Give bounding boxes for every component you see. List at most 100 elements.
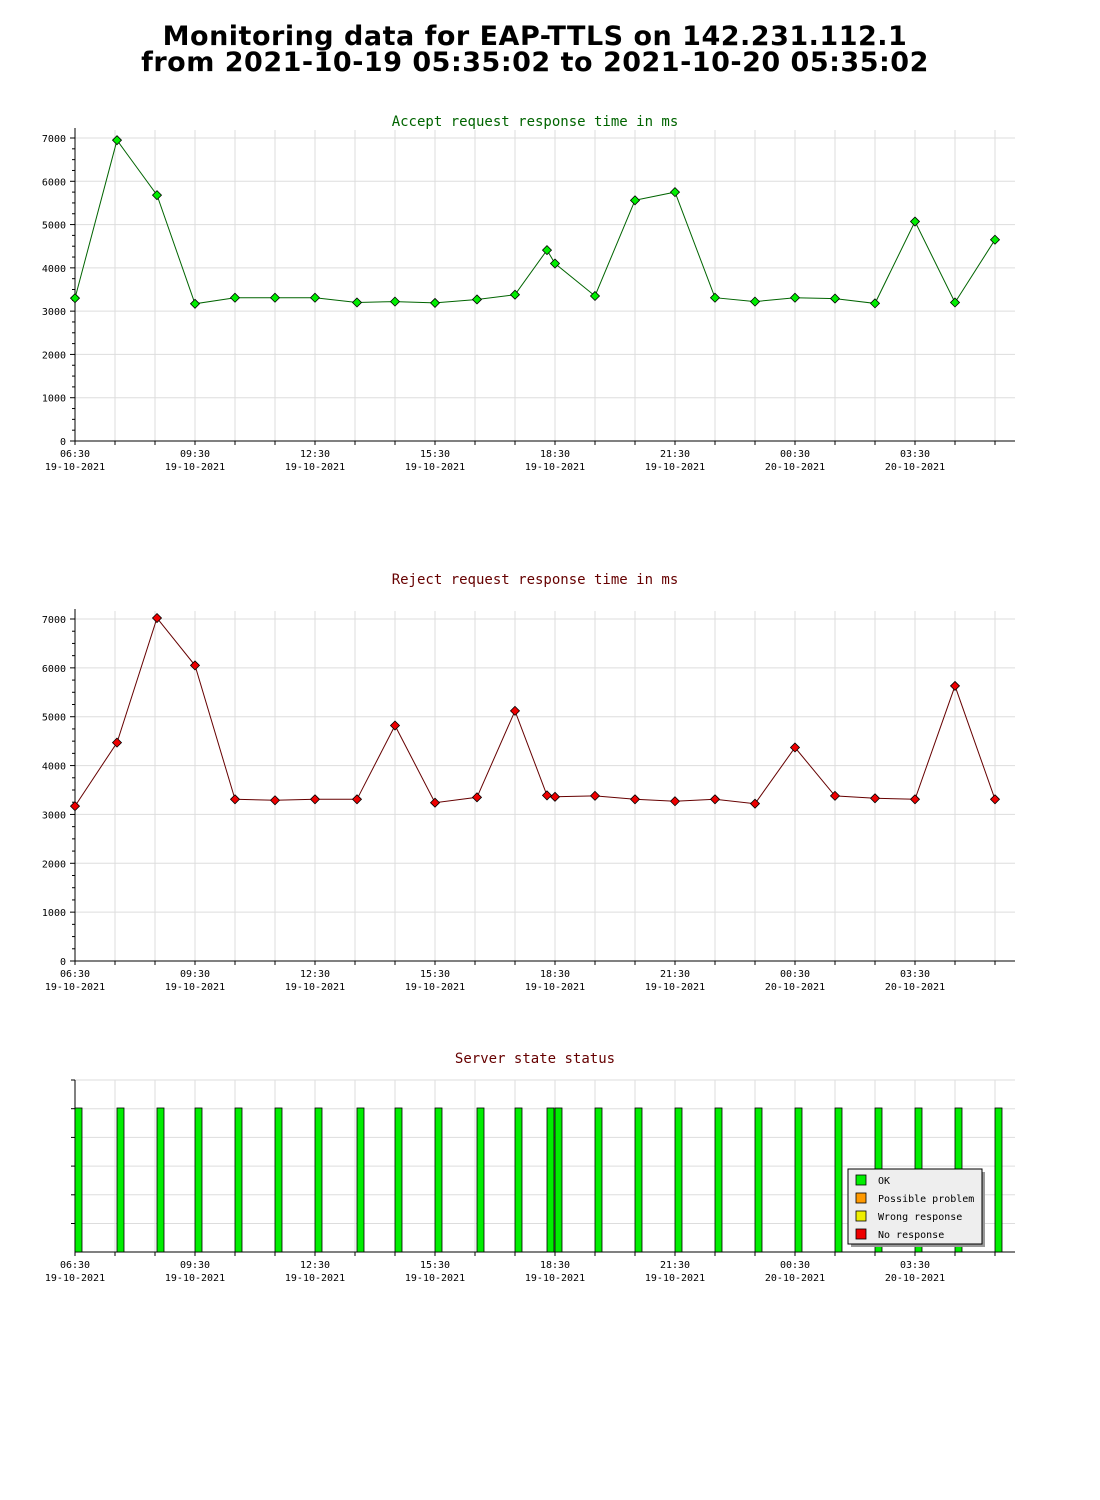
reject-data-point: [789, 742, 801, 753]
accept-y-tick-label: 7000: [42, 134, 66, 145]
reject-y-tick-label: 2000: [42, 859, 66, 870]
status-bar: [234, 1107, 243, 1253]
accept-x-tick-date: 19-10-2021: [645, 462, 705, 473]
accept-x-tick-date: 19-10-2021: [45, 462, 105, 473]
reject-y-tick-label: 5000: [42, 713, 66, 724]
reject-data-point: [709, 794, 721, 805]
reject-x-tick-date: 19-10-2021: [45, 982, 105, 993]
reject-data-point: [351, 794, 363, 805]
accept-data-point: [69, 293, 81, 304]
reject-x-tick-date: 20-10-2021: [885, 982, 945, 993]
status-x-tick-date: 19-10-2021: [525, 1273, 585, 1284]
status-bar: [156, 1107, 165, 1253]
accept-data-point: [389, 296, 401, 307]
reject-data-point: [989, 794, 1001, 805]
status-bar: [554, 1107, 563, 1253]
status-bar: [356, 1107, 365, 1253]
reject-x-tick-time: 15:30: [420, 969, 450, 980]
accept-y-tick-label: 5000: [42, 221, 66, 232]
accept-data-point: [151, 190, 163, 201]
reject-data-point: [269, 795, 281, 806]
reject-x-tick-time: 06:30: [60, 969, 90, 980]
accept-data-point: [629, 195, 641, 206]
reject-y-tick-label: 4000: [42, 762, 66, 773]
status-bar: [834, 1107, 843, 1253]
accept-y-tick-label: 1000: [42, 394, 66, 405]
accept-y-tick-label: 4000: [42, 264, 66, 275]
legend-label: OK: [878, 1176, 890, 1187]
accept-y-tick-label: 6000: [42, 177, 66, 188]
reject-y-tick-label: 3000: [42, 810, 66, 821]
accept-data-point: [509, 289, 521, 300]
reject-data-point: [949, 680, 961, 691]
reject-x-tick-time: 12:30: [300, 969, 330, 980]
status-bar: [194, 1107, 203, 1253]
reject-data-point: [589, 790, 601, 801]
reject-data-point: [189, 660, 201, 671]
accept-data-point: [229, 292, 241, 303]
status-bar: [274, 1107, 283, 1253]
reject-x-tick-time: 03:30: [900, 969, 930, 980]
status-x-tick-date: 20-10-2021: [765, 1273, 825, 1284]
accept-data-point: [709, 292, 721, 303]
reject-data-point: [151, 612, 163, 624]
status-bar: [754, 1107, 763, 1253]
status-x-tick-time: 15:30: [420, 1260, 450, 1271]
accept-x-tick-time: 12:30: [300, 449, 330, 460]
reject-data-point: [829, 790, 841, 801]
reject-data-point: [749, 798, 761, 809]
accept-data-point: [429, 297, 441, 308]
accept-x-tick-date: 19-10-2021: [405, 462, 465, 473]
status-bar: [674, 1107, 683, 1253]
reject-data-point: [549, 791, 561, 802]
accept-data-point: [669, 187, 681, 198]
reject-x-tick-date: 19-10-2021: [285, 982, 345, 993]
status-x-tick-date: 19-10-2021: [405, 1273, 465, 1284]
reject-x-tick-date: 19-10-2021: [165, 982, 225, 993]
status-bar: [394, 1107, 403, 1253]
reject-y-tick-label: 6000: [42, 664, 66, 675]
accept-data-point: [189, 298, 201, 309]
status-x-tick-time: 06:30: [60, 1260, 90, 1271]
status-bar: [314, 1107, 323, 1253]
reject-data-point: [471, 792, 483, 803]
accept-x-tick-date: 19-10-2021: [525, 462, 585, 473]
accept-x-tick-date: 19-10-2021: [165, 462, 225, 473]
legend-swatch: [855, 1192, 867, 1204]
status-x-tick-time: 12:30: [300, 1260, 330, 1271]
status-bar: [594, 1107, 603, 1253]
status-bar: [116, 1107, 125, 1253]
status-bar: [994, 1107, 1003, 1253]
reject-x-tick-time: 21:30: [660, 969, 690, 980]
server-status-chart: Server state status 06:30 19-10-2021 09:30…: [45, 1051, 1015, 1284]
accept-data-point: [789, 292, 801, 303]
accept-data-point: [989, 234, 1001, 245]
accept-x-tick-time: 09:30: [180, 449, 210, 460]
reject-x-tick-time: 18:30: [540, 969, 570, 980]
reject-data-point: [69, 801, 81, 812]
status-bar: [74, 1107, 83, 1253]
accept-x-tick-time: 21:30: [660, 449, 690, 460]
accept-data-point: [541, 245, 553, 256]
status-bar: [794, 1107, 803, 1253]
reject-x-tick-date: 19-10-2021: [645, 982, 705, 993]
legend-label: Possible problem: [878, 1194, 974, 1205]
reject-data-point: [629, 794, 641, 805]
accept-data-point: [829, 293, 841, 304]
reject-data-point: [669, 796, 681, 807]
legend-swatch: [855, 1228, 867, 1240]
accept-y-tick-label: 2000: [42, 350, 66, 361]
reject-data-point: [541, 790, 553, 801]
accept-x-tick-time: 06:30: [60, 449, 90, 460]
reject-data-point: [309, 794, 321, 805]
accept-response-chart: Accept request response time in ms 0 1000…: [42, 114, 1015, 473]
status-bar: [714, 1107, 723, 1253]
legend-swatch: [855, 1174, 867, 1186]
reject-series-line: [74, 616, 996, 807]
accept-y-tick-label: 3000: [42, 307, 66, 318]
accept-x-tick-time: 03:30: [900, 449, 930, 460]
status-legend: OK Possible problem Wrong response No respo…: [847, 1168, 985, 1247]
status-bar: [434, 1107, 443, 1253]
status-x-tick-time: 03:30: [900, 1260, 930, 1271]
